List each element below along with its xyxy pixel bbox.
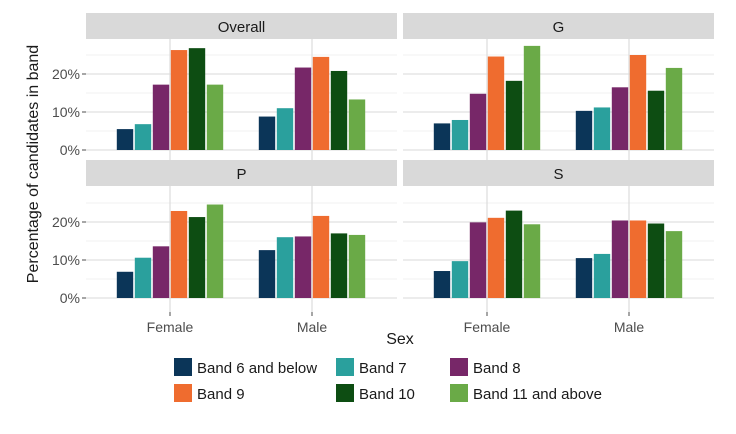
facet-strip [403,13,714,39]
bar [134,124,152,150]
legend-item: Band 8 [450,358,521,377]
panels-layer: Overall 0% 10% 20% G P 0% 10% 20% Female Male S Fema… [52,13,714,335]
legend-item: Band 10 [336,384,415,403]
bar [330,70,348,150]
y-tick-label: 20% [52,66,80,82]
legend-swatch [450,384,468,402]
y-tick-label: 10% [52,252,80,268]
legend-label: Band 8 [473,360,521,377]
bar [188,217,206,298]
legend-swatch [336,358,354,376]
bar [487,56,505,150]
facet-strip-label: G [553,19,565,36]
bar [312,215,330,298]
bar [505,210,523,298]
legend-label: Band 6 and below [197,360,317,377]
facet-strip-label: P [236,166,246,183]
bar [134,257,152,298]
bar [611,87,629,150]
bar [665,231,683,298]
legend-swatch [450,358,468,376]
bar [469,222,487,298]
panel-g: G [403,13,714,164]
bar [276,108,294,150]
bar [206,204,224,298]
y-axis-title: Percentage of candidates in band [25,45,42,283]
bar [294,67,312,150]
bar [258,116,276,150]
bar [152,246,170,298]
y-tick-label: 0% [60,142,80,158]
x-tick-label: Male [297,319,328,335]
panel-overall: Overall 0% 10% 20% [52,13,397,164]
panel-s: S Female Male [403,160,714,335]
bar [451,119,469,150]
facet-strip [86,13,397,39]
bar [433,123,451,150]
legend-swatch [174,384,192,402]
bar [188,48,206,150]
y-tick-label: 10% [52,104,80,120]
bar [487,217,505,298]
legend-item: Band 9 [174,384,245,403]
y-tick-label: 0% [60,290,80,306]
x-tick-label: Female [147,319,194,335]
legend-item: Band 7 [336,358,407,377]
bar [665,67,683,150]
bar [330,233,348,298]
bar [348,234,366,298]
bar [469,93,487,150]
bar [523,224,541,298]
panel-p: P 0% 10% 20% Female Male [52,160,397,335]
x-tick-label: Female [464,319,511,335]
bar [312,56,330,150]
facet-strip [403,160,714,186]
legend-swatch [336,384,354,402]
legend-label: Band 7 [359,360,407,377]
bar [276,237,294,298]
bar [116,271,134,298]
bar [206,84,224,150]
bar [593,253,611,298]
facet-strip-label: S [553,166,563,183]
facet-strip [86,160,397,186]
y-tick-label: 20% [52,214,80,230]
bar [170,50,188,151]
bar [629,220,647,298]
legend-label: Band 11 and above [473,386,602,403]
legend-item: Band 11 and above [450,384,602,403]
facet-strip-label: Overall [218,19,266,36]
bar [294,236,312,298]
bar [611,220,629,298]
bar [348,99,366,150]
bar [451,261,469,298]
legend-item: Band 6 and below [174,358,317,377]
bar [647,223,665,298]
bar [152,84,170,150]
bar [647,90,665,150]
legend-label: Band 9 [197,386,245,403]
bar [575,110,593,150]
bar [258,250,276,298]
bar [116,129,134,150]
bar [575,258,593,298]
bar [629,55,647,150]
bar [433,271,451,298]
x-axis-title: Sex [386,331,414,348]
bar [593,107,611,150]
bar [523,45,541,150]
legend: Band 6 and below Band 7 Band 8 Band 9 Band 1… [174,358,602,403]
legend-swatch [174,358,192,376]
bar [505,80,523,150]
x-tick-label: Male [614,319,645,335]
bar [170,210,188,298]
legend-label: Band 10 [359,386,415,403]
